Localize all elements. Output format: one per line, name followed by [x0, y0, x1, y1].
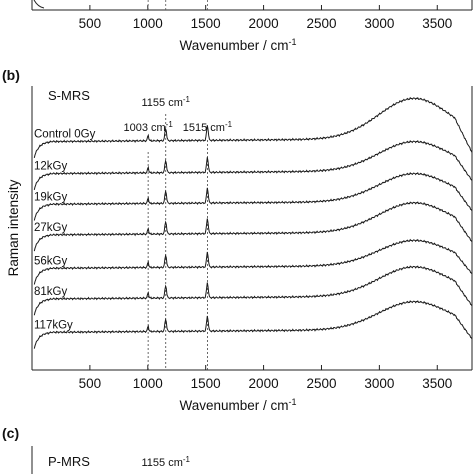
panel-b-x-tick-label: 2000: [249, 376, 279, 391]
panel-a-curve-end: [33, 0, 45, 9]
panel-b-label: (b): [2, 67, 20, 83]
panel-b-spectrum-line: [33, 201, 473, 252]
panel-c: (c) P-MRS 1155 cm-1: [2, 425, 191, 474]
panel-a-x-tick-label: 3000: [364, 16, 394, 31]
panel-b-x-tick-label: 3500: [422, 376, 452, 391]
panel-b-series-label: Control 0Gy: [34, 129, 96, 141]
panel-b-peak-label: 1155 cm-1: [141, 95, 190, 109]
panel-b-x-tick-label: 1000: [133, 376, 163, 391]
panel-b-peak-label: 1003 cm-1: [123, 120, 173, 134]
panel-a-x-tick-label: 2000: [249, 16, 279, 31]
panel-b-series-label: 12kGy: [34, 161, 67, 173]
panel-a: 500 1000 1500 2000 2500 3000 3500 Wavenumber /…: [31, 0, 473, 53]
panel-a-x-axis-title: Wavenumber / cm-1: [179, 37, 296, 53]
panel-b-y-axis-title: Raman intensity: [6, 179, 21, 276]
panel-b-spectrum-line: [33, 171, 473, 221]
panel-c-label: (c): [2, 425, 19, 441]
panel-b-peak-label: 1515 cm-1: [183, 120, 233, 134]
panel-b-sample-title: S-MRS: [48, 88, 90, 103]
panel-b-x-axis-title: Wavenumber / cm-1: [179, 397, 296, 413]
panel-b-x-tick-label: 1500: [191, 376, 221, 391]
panel-c-peak-label: 1155 cm-1: [141, 455, 190, 469]
panel-a-x-tick-label: 2500: [306, 16, 336, 31]
panel-b-spectrum-line: [33, 300, 473, 349]
panel-b-x-tick-label: 2500: [306, 376, 336, 391]
panel-b: (b) S-MRS Raman intensity 1003 cm-1 1155 …: [2, 67, 473, 413]
panel-b-series-label: 81kGy: [34, 286, 67, 298]
panel-b-series-label: 56kGy: [34, 255, 67, 267]
panel-a-x-tick-label: 3500: [422, 16, 452, 31]
panel-b-series-label: 117kGy: [34, 319, 73, 331]
panel-a-x-tick-label: 1500: [191, 16, 221, 31]
panel-b-series-label: 19kGy: [34, 191, 67, 203]
panel-b-x-tick-label: 3000: [364, 376, 394, 391]
panel-b-spectrum-line: [33, 265, 473, 316]
panel-a-x-tick-label: 1000: [133, 16, 163, 31]
panel-a-x-tick-label: 500: [79, 16, 102, 31]
panel-c-sample-title: P-MRS: [48, 454, 90, 469]
panel-b-series-label: 27kGy: [34, 222, 67, 234]
panel-b-x-tick-label: 500: [79, 376, 102, 391]
panel-b-spectrum-line: [33, 238, 473, 285]
panel-b-spectrum-line: [33, 96, 473, 159]
panel-b-spectrum-line: [33, 139, 473, 191]
